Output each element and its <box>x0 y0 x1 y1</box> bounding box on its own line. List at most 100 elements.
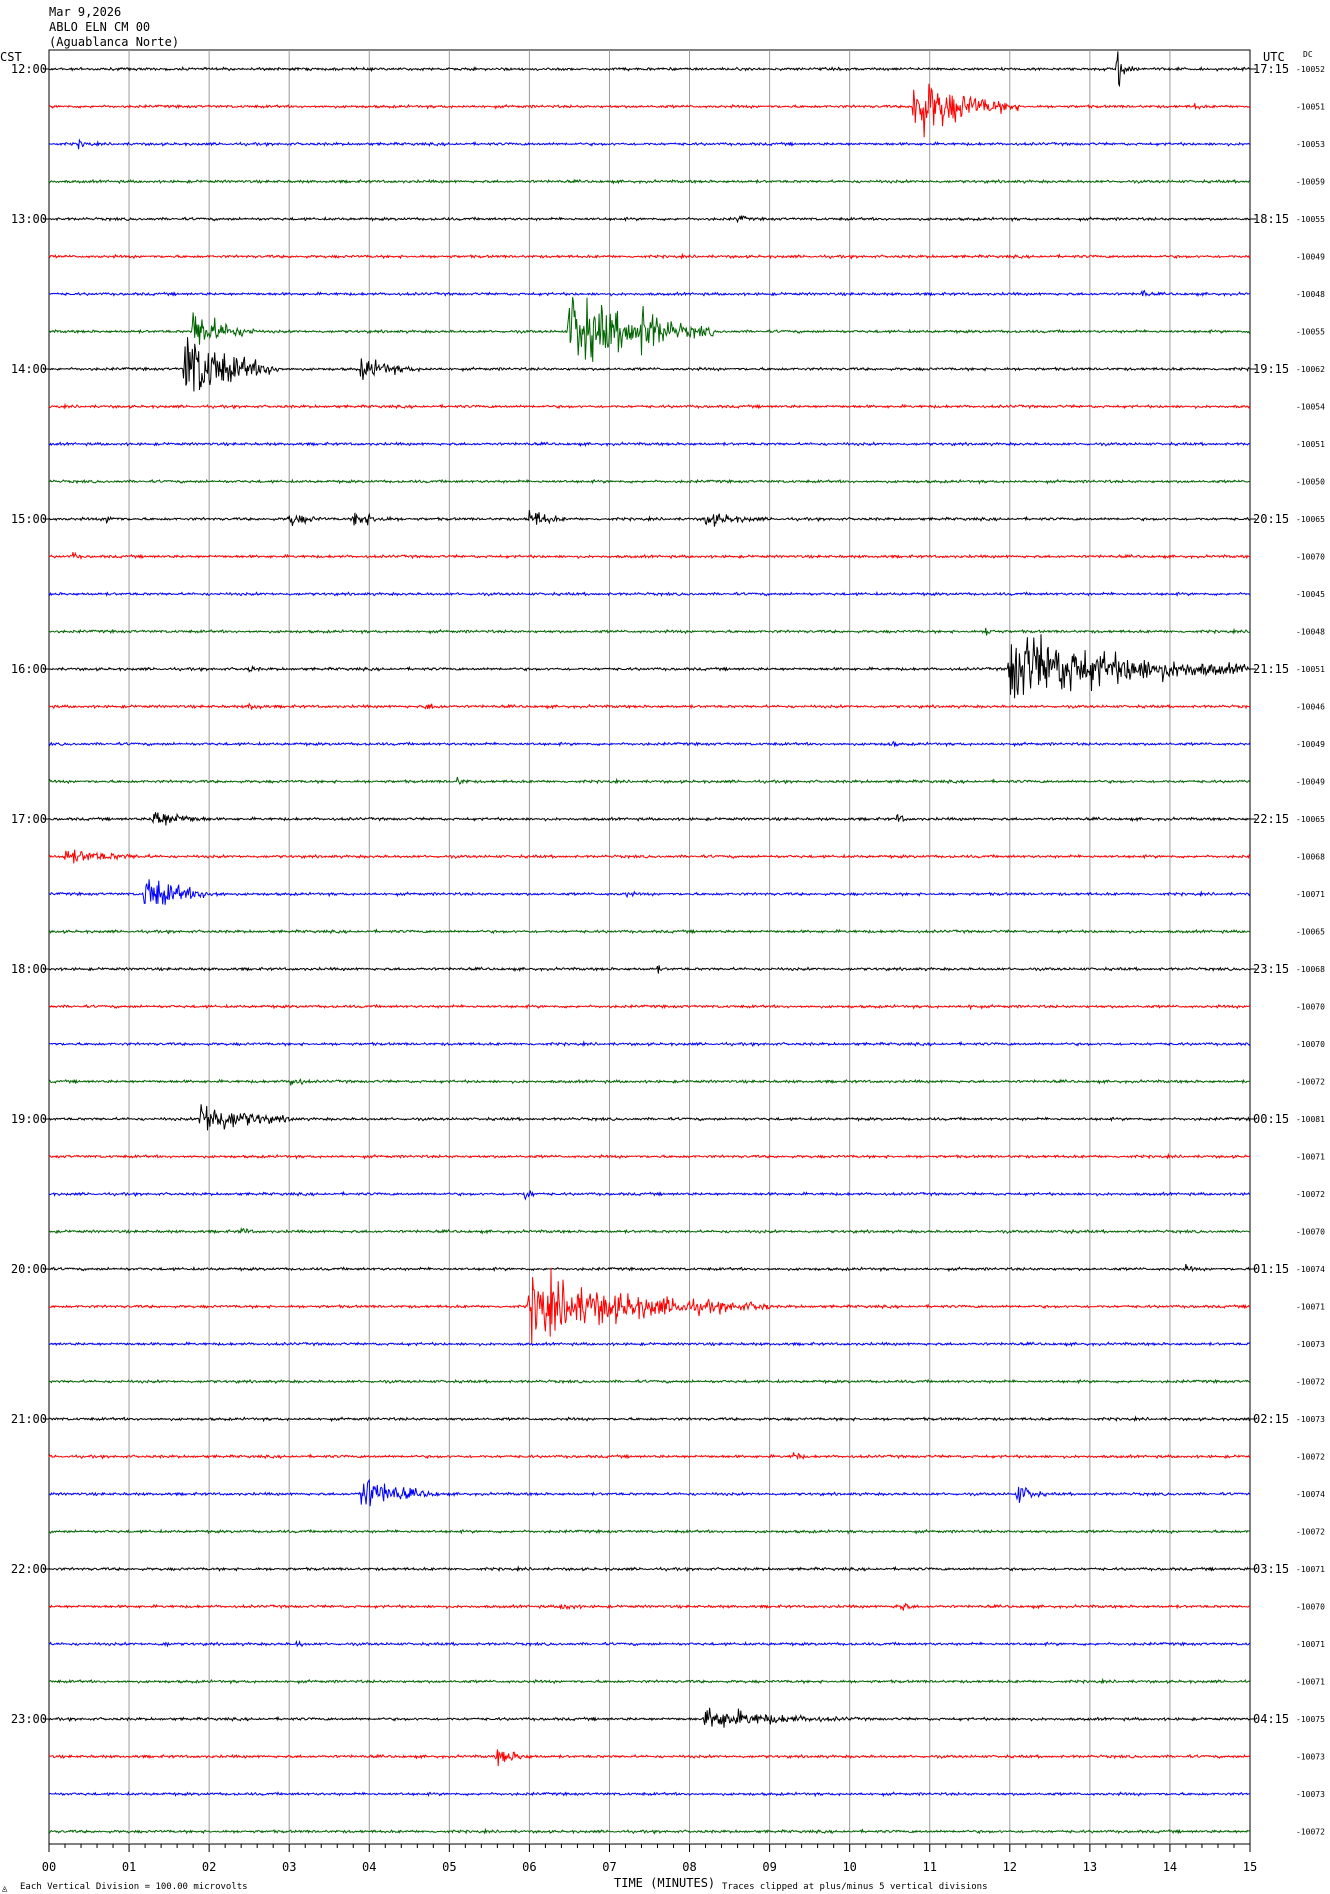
trace-line <box>48 1565 1251 1573</box>
left-timezone-label: CST <box>0 50 22 64</box>
trace-line <box>48 1104 1251 1131</box>
dc-offset-label: -10055 <box>1296 328 1325 337</box>
dc-offset-label: -10049 <box>1296 253 1325 262</box>
dc-header-label: DC <box>1303 50 1313 59</box>
trace-line <box>48 1078 1251 1086</box>
trace-line <box>48 1190 1251 1201</box>
trace-line <box>49 812 1250 826</box>
utc-hour-label: 18:15 <box>1253 212 1289 226</box>
trace-line <box>48 402 1251 410</box>
x-tick-label: 07 <box>602 1860 616 1874</box>
trace-line <box>48 590 1251 597</box>
x-tick-label: 10 <box>842 1860 856 1874</box>
trace-line <box>48 849 1251 864</box>
trace-line <box>48 178 1251 185</box>
trace-line <box>48 1452 1251 1461</box>
trace-line <box>48 1378 1251 1385</box>
x-tick-label: 14 <box>1163 1860 1177 1874</box>
x-tick-label: 05 <box>442 1860 456 1874</box>
x-tick-label: 13 <box>1083 1860 1097 1874</box>
cst-hour-labels: 12:00 13:00 14:00 15:00 16:00 17:00 18:00 19:00… <box>11 62 49 1726</box>
dc-offset-label: -10071 <box>1296 890 1325 899</box>
clip-note: Traces clipped at plus/minus 5 vertical … <box>722 1882 988 1892</box>
trace-line <box>48 1152 1251 1160</box>
x-tick-label: 09 <box>762 1860 776 1874</box>
seismic-traces <box>48 51 1251 1835</box>
dc-offset-label: -10050 <box>1296 478 1325 487</box>
trace-line <box>48 51 1251 88</box>
trace-line <box>48 1341 1251 1348</box>
trace-line <box>48 441 1251 448</box>
trace-line <box>48 1749 1251 1767</box>
trace-line <box>48 1415 1251 1423</box>
dc-offset-label: -10068 <box>1296 965 1325 974</box>
trace-line <box>48 879 1251 905</box>
date-label: Mar 9,2026 <box>49 5 121 19</box>
trace-line <box>48 214 1251 224</box>
dc-offset-label: -10051 <box>1296 440 1325 449</box>
cst-hour-label: 19:00 <box>11 1112 47 1126</box>
dc-offset-label: -10070 <box>1296 1040 1325 1049</box>
trace-line <box>48 1528 1250 1535</box>
trace-line <box>48 510 1251 527</box>
x-tick-label: 11 <box>923 1860 937 1874</box>
dc-offset-label: -10051 <box>1296 665 1325 674</box>
dc-offset-label: -10071 <box>1296 1153 1325 1162</box>
trace-line <box>48 1827 1251 1835</box>
trace-line <box>48 1267 1251 1345</box>
x-tick-label: 06 <box>522 1860 536 1874</box>
utc-hour-label: 21:15 <box>1253 662 1289 676</box>
utc-hour-label: 19:15 <box>1253 362 1289 376</box>
dc-offset-label: -10081 <box>1296 1115 1325 1124</box>
dc-offset-label: -10070 <box>1296 1003 1325 1012</box>
dc-offset-label: -10053 <box>1296 140 1325 149</box>
trace-line <box>48 634 1251 699</box>
trace-line <box>48 1040 1251 1048</box>
trace-line <box>48 1677 1251 1685</box>
x-tick-label: 15 <box>1243 1860 1257 1874</box>
dc-offset-label: -10068 <box>1296 853 1325 862</box>
trace-line <box>48 138 1251 150</box>
x-tick-label: 03 <box>282 1860 296 1874</box>
trace-line <box>48 289 1251 298</box>
cst-hour-label: 15:00 <box>11 512 47 526</box>
station-label: ABLO ELN CM 00 <box>49 20 150 34</box>
dc-offset-label: -10070 <box>1296 1228 1325 1237</box>
dc-offset-label: -10072 <box>1296 1190 1325 1199</box>
trace-line <box>48 252 1251 260</box>
dc-offset-label: -10073 <box>1296 1415 1325 1424</box>
dc-offset-label: -10048 <box>1296 628 1325 637</box>
dc-offset-label: -10052 <box>1296 65 1325 74</box>
dc-offset-label: -10049 <box>1296 740 1325 749</box>
dc-offset-label: -10049 <box>1296 778 1325 787</box>
dc-offset-label: -10051 <box>1296 103 1325 112</box>
location-label: (Aguablanca Norte) <box>49 35 179 49</box>
dc-offset-label: -10072 <box>1296 1453 1325 1462</box>
dc-offset-label: -10054 <box>1296 403 1325 412</box>
trace-line <box>48 1003 1251 1011</box>
dc-offset-label: -10065 <box>1296 928 1325 937</box>
cst-hour-label: 16:00 <box>11 662 47 676</box>
dc-offset-label: -10072 <box>1296 1378 1325 1387</box>
cst-hour-label: 23:00 <box>11 1712 47 1726</box>
dc-offset-label: -10062 <box>1296 365 1325 374</box>
trace-line <box>48 1707 1251 1728</box>
cst-hour-label: 18:00 <box>11 962 47 976</box>
trace-line <box>49 1264 1251 1273</box>
trace-line <box>48 965 1251 974</box>
x-tick-label: 04 <box>362 1860 376 1874</box>
utc-hour-label: 03:15 <box>1253 1562 1289 1576</box>
scale-note: Each Vertical Division = 100.00 microvol… <box>20 1882 248 1892</box>
dc-offset-label: -10071 <box>1296 1303 1325 1312</box>
dc-offset-label: -10045 <box>1296 590 1325 599</box>
trace-line <box>48 740 1251 748</box>
dc-offset-labels: -10052 -10051 -10053 -10059 -10055 -10049 -100… <box>1296 65 1325 1837</box>
x-tick-label: 08 <box>682 1860 696 1874</box>
dc-offset-label: -10073 <box>1296 1753 1325 1762</box>
trace-line <box>48 297 1251 362</box>
trace-line <box>48 551 1251 560</box>
dc-offset-label: -10071 <box>1296 1640 1325 1649</box>
dc-offset-label: -10070 <box>1296 1603 1325 1612</box>
trace-line <box>48 1226 1251 1235</box>
